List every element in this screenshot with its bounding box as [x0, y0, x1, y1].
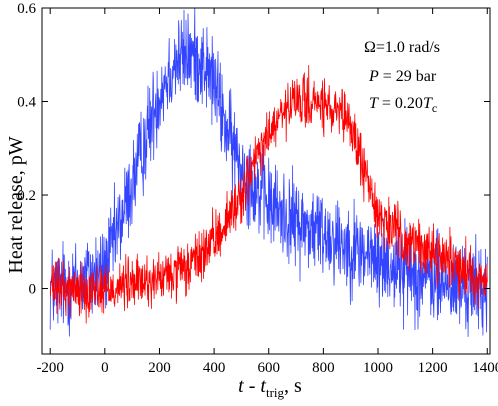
y-tick-label: 0.2: [17, 188, 36, 204]
annotation-pressure-symbol: P: [368, 68, 379, 85]
x-tick-label: 1000: [363, 360, 393, 376]
x-axis-label: t - ttrig, s: [238, 375, 302, 400]
x-tick-label: 800: [312, 360, 335, 376]
x-tick-label: -200: [36, 360, 64, 376]
x-tick-label: 0: [101, 360, 109, 376]
series-line: [49, 65, 488, 324]
y-tick-label: 0.6: [17, 1, 36, 17]
x-axis-sep: -: [244, 375, 261, 397]
annotation-pressure-value: = 29 bar: [379, 68, 437, 85]
x-tick-label: 200: [148, 360, 171, 376]
y-axis-label: Heat release, pW: [5, 136, 27, 273]
series-line: [49, 7, 488, 337]
annotation-temperature-value: = 0.20: [378, 95, 423, 112]
annotation-tc-sub: c: [432, 101, 437, 115]
annotation-temperature-symbol: T: [369, 95, 379, 112]
annotation-pressure: P = 29 bar: [368, 68, 437, 85]
x-axis-sub: trig: [266, 385, 285, 400]
annotation-box: Ω=1.0 rad/s P = 29 bar T = 0.20Tc: [364, 39, 440, 115]
x-axis-var2: t: [260, 375, 266, 397]
x-axis-unit: , s: [284, 375, 302, 397]
x-tick-label: 400: [203, 360, 226, 376]
annotation-temperature: T = 0.20Tc: [369, 95, 437, 115]
x-tick-label: 600: [257, 360, 280, 376]
x-axis-var: t: [238, 375, 244, 397]
series-layer: [49, 7, 488, 337]
annotation-tc-symbol: T: [423, 95, 433, 112]
annotation-omega: Ω=1.0 rad/s: [364, 39, 440, 56]
y-tick-label: 0: [29, 282, 37, 298]
x-tick-label: 1200: [418, 360, 448, 376]
y-tick-label: 0.4: [17, 95, 36, 111]
plot-frame: [41, 7, 491, 355]
